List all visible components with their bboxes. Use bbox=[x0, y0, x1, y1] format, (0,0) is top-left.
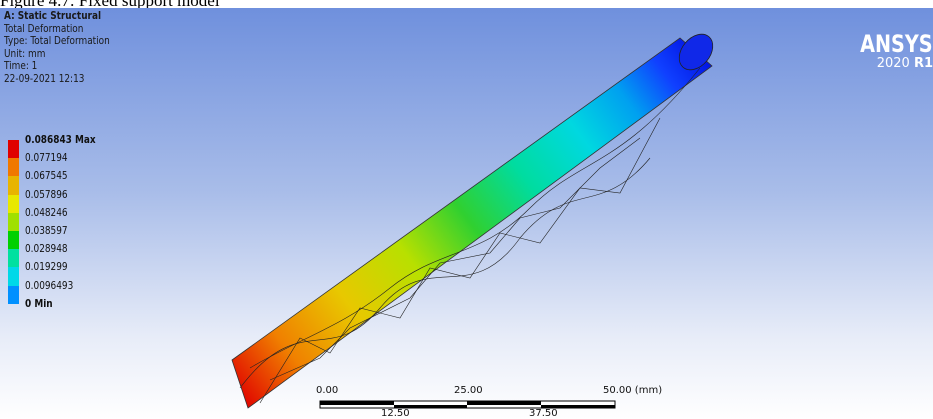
legend-label: 0.057896 bbox=[25, 188, 68, 201]
legend-colorbar bbox=[8, 140, 19, 304]
scale-segment bbox=[394, 405, 467, 408]
scale-segment bbox=[320, 401, 394, 405]
legend-label: 0.019299 bbox=[25, 261, 68, 274]
scale-label: 0.00 bbox=[316, 385, 339, 396]
result-header: A: Static Structural Total Deformation T… bbox=[4, 10, 110, 85]
header-line: Unit: mm bbox=[4, 47, 46, 60]
header-line: 22-09-2021 12:13 bbox=[4, 72, 85, 85]
viewport: A: Static Structural Total Deformation T… bbox=[0, 8, 933, 419]
legend-label: 0.0096493 bbox=[25, 279, 74, 292]
legend-label: 0 Min bbox=[25, 297, 53, 310]
header-line: Total Deformation bbox=[4, 22, 84, 35]
scale-segment bbox=[467, 401, 541, 405]
legend-label: 0.048246 bbox=[25, 206, 68, 219]
figure-caption: Figure 4.7: Fixed support model bbox=[0, 0, 220, 10]
logo-release: R1 bbox=[913, 56, 933, 71]
legend-label: 0.077194 bbox=[25, 152, 68, 165]
header-line: Time: 1 bbox=[4, 60, 38, 72]
logo-brand: ANSYS bbox=[860, 30, 933, 58]
logo-year: 2020 bbox=[876, 56, 910, 71]
legend-label: 0.028948 bbox=[25, 243, 68, 256]
mesh bbox=[239, 67, 701, 404]
scale-label: 12.50 bbox=[381, 408, 410, 419]
header-line: A: Static Structural bbox=[4, 10, 102, 22]
scale-label: 25.00 bbox=[454, 385, 483, 396]
legend-label: 0.086843 Max bbox=[25, 134, 96, 146]
scale-bar bbox=[319, 400, 616, 409]
legend-label: 0.067545 bbox=[25, 170, 68, 183]
scale-label: 37.50 bbox=[529, 408, 558, 419]
header-line: Type: Total Deformation bbox=[4, 35, 110, 47]
scale-label: 50.00 (mm) bbox=[603, 385, 663, 396]
scale-segment bbox=[541, 405, 615, 408]
model-view bbox=[231, 33, 714, 409]
legend-label: 0.038597 bbox=[25, 224, 68, 237]
drill-end bbox=[678, 33, 714, 71]
logo: ANSYS 2020 R1 bbox=[842, 32, 933, 71]
drill-body bbox=[231, 37, 713, 409]
